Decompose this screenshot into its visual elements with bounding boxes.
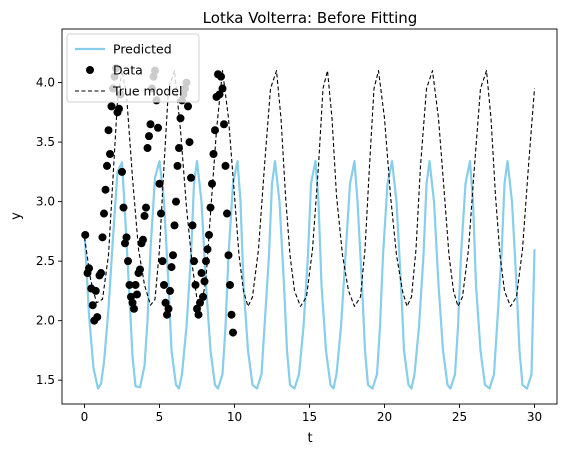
data-point: [176, 114, 185, 123]
data-point: [93, 313, 102, 322]
data-point: [139, 235, 147, 244]
data-point: [175, 144, 183, 153]
data-point: [200, 277, 209, 286]
x-tick-label: 25: [452, 410, 467, 424]
legend-box: [66, 33, 200, 103]
data-point: [154, 123, 162, 132]
x-tick-label: 10: [227, 410, 242, 424]
data-point: [136, 265, 144, 274]
data-point: [211, 126, 219, 135]
data-point: [131, 280, 140, 289]
data-point: [140, 211, 149, 220]
data-point: [217, 72, 225, 81]
data-point: [205, 230, 213, 239]
y-tick-label: 2.5: [36, 254, 55, 268]
data-point: [142, 203, 150, 212]
true-model-line: [83, 70, 536, 307]
data-point: [196, 298, 204, 307]
data-point: [125, 280, 134, 289]
axes: 0 5 10 15 20 25 30 1.5 2.0 2.5 3.0 3.5 4.0: [36, 28, 558, 424]
data-point: [145, 132, 153, 141]
data-point: [188, 221, 197, 230]
data-point: [106, 150, 114, 158]
data-point: [166, 286, 174, 295]
data-point: [202, 257, 210, 266]
data-point: [187, 173, 195, 182]
data-point: [161, 298, 170, 307]
data-point: [206, 203, 215, 212]
data-point: [169, 251, 177, 260]
data-point: [170, 221, 179, 230]
legend-data-swatch: [86, 66, 94, 74]
y-tick-label: 4.0: [36, 76, 55, 90]
legend-label: Data: [113, 63, 143, 78]
x-tick-label: 30: [527, 410, 542, 424]
data-point: [101, 185, 110, 194]
data-point: [157, 209, 165, 218]
legend-label: Predicted: [113, 42, 172, 57]
x-tick-label: 20: [377, 410, 392, 424]
data-point: [220, 120, 228, 129]
data-point: [164, 304, 173, 313]
data-point: [208, 179, 216, 188]
data-point: [185, 138, 194, 147]
y-tick-label: 3.5: [36, 135, 55, 149]
data-point: [91, 286, 100, 295]
data-point: [160, 280, 168, 289]
y-axis-label: y: [9, 212, 24, 220]
data-point: [124, 257, 132, 266]
data-point: [223, 209, 231, 218]
data-point: [209, 150, 218, 158]
data-point: [98, 233, 107, 242]
data-point: [155, 179, 164, 188]
plot-area: [81, 64, 536, 390]
data-point: [229, 328, 237, 337]
data-point: [191, 280, 200, 289]
data-point: [215, 90, 224, 99]
data-point: [227, 310, 236, 319]
data-point: [85, 264, 93, 273]
data-point: [194, 310, 203, 319]
data-point: [115, 104, 123, 113]
data-point: [184, 102, 192, 111]
data-point: [167, 263, 176, 272]
legend-label: True model: [112, 84, 182, 99]
data-point: [133, 290, 141, 299]
data-point: [97, 269, 105, 278]
data-point: [203, 245, 212, 254]
data-point: [218, 84, 227, 93]
x-axis-label: t: [307, 431, 312, 446]
data-point: [224, 251, 233, 260]
y-tick-label: 2.0: [36, 314, 55, 328]
data-point: [119, 203, 128, 212]
predicted-line: [83, 160, 536, 390]
data-point: [199, 292, 207, 301]
data-point: [173, 161, 182, 170]
x-tick-label: 0: [81, 410, 89, 424]
x-tick-label: 15: [302, 410, 317, 424]
data-point: [172, 197, 180, 206]
data-point: [104, 126, 113, 135]
data-point: [190, 257, 198, 266]
chart-title: Lotka Volterra: Before Fitting: [203, 9, 418, 27]
data-point: [143, 144, 152, 153]
legend: Predicted Data True model: [66, 33, 200, 103]
y-tick-label: 3.0: [36, 195, 55, 209]
data-point: [103, 161, 111, 170]
data-point: [221, 161, 230, 170]
data-point: [130, 304, 138, 313]
data-point: [122, 233, 131, 242]
data-point: [100, 209, 108, 218]
data-point: [107, 102, 116, 111]
data-point: [197, 269, 206, 278]
y-tick-label: 1.5: [36, 373, 55, 387]
x-tick-label: 5: [156, 410, 164, 424]
data-point: [88, 301, 97, 310]
data-point: [158, 257, 167, 266]
data-point: [81, 230, 90, 239]
data-point: [118, 167, 126, 176]
data-point: [226, 280, 234, 289]
data-point: [146, 120, 155, 129]
